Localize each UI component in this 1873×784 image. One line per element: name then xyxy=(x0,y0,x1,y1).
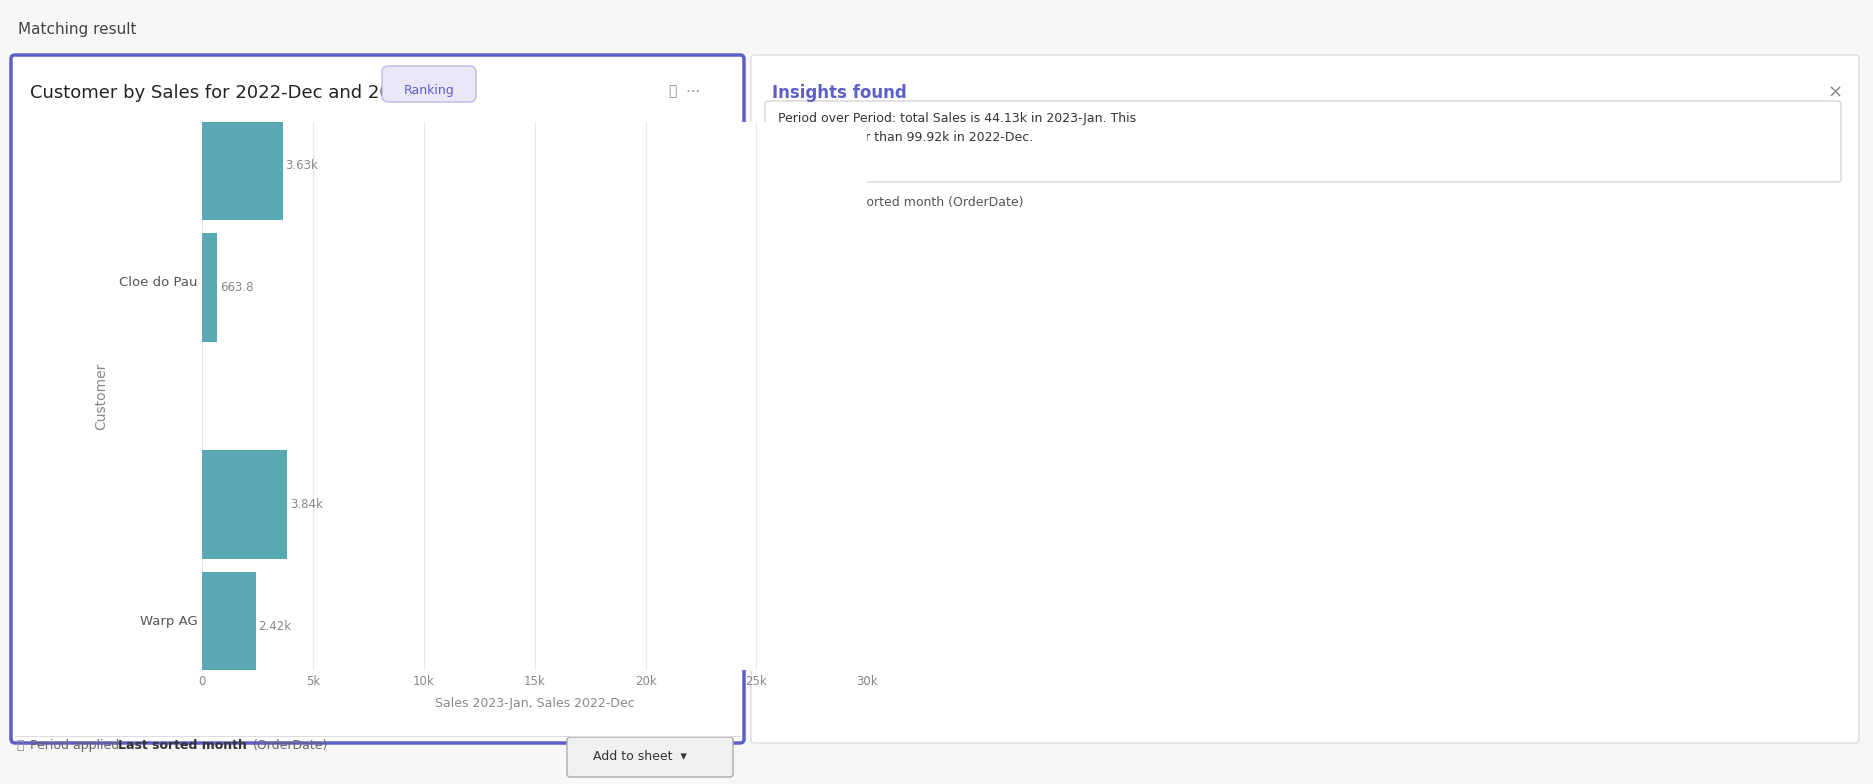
Text: 2.42k: 2.42k xyxy=(258,620,292,633)
Text: (OrderDate): (OrderDate) xyxy=(253,739,328,752)
Text: Last sorted month: Last sorted month xyxy=(118,739,247,752)
Bar xyxy=(202,450,287,558)
Text: Customer by Sales for 2022-Dec and 2023-Jan: Customer by Sales for 2022-Dec and 2023-… xyxy=(30,84,450,102)
Bar xyxy=(202,111,283,220)
Text: ⓘ: ⓘ xyxy=(17,739,24,752)
FancyBboxPatch shape xyxy=(568,737,732,777)
Text: Ranking: Ranking xyxy=(403,84,455,97)
Text: Period over Period: total Sales is 44.13k in 2023-Jan. This
is 55.8% lower than : Period over Period: total Sales is 44.13… xyxy=(777,112,1137,144)
Text: ⧂  ⋯: ⧂ ⋯ xyxy=(669,84,701,98)
Text: Add to sheet  ▾: Add to sheet ▾ xyxy=(594,750,687,763)
Text: 663.8: 663.8 xyxy=(219,281,253,294)
FancyBboxPatch shape xyxy=(751,55,1860,743)
FancyBboxPatch shape xyxy=(764,101,1841,182)
FancyBboxPatch shape xyxy=(11,55,744,743)
Text: 3.84k: 3.84k xyxy=(290,498,322,511)
Bar xyxy=(202,234,217,342)
Text: 3.63k: 3.63k xyxy=(285,159,318,172)
Text: ×: × xyxy=(1828,84,1843,102)
Text: Period applied:: Period applied: xyxy=(30,739,131,752)
Text: >Period: Last sorted month (OrderDate): >Period: Last sorted month (OrderDate) xyxy=(772,196,1023,209)
Y-axis label: Customer: Customer xyxy=(94,362,109,430)
Text: Matching result: Matching result xyxy=(19,22,137,37)
FancyBboxPatch shape xyxy=(382,66,476,102)
Text: Insights found: Insights found xyxy=(772,84,907,102)
X-axis label: Sales 2023-Jan, Sales 2022-Dec: Sales 2023-Jan, Sales 2022-Dec xyxy=(435,696,635,710)
Bar xyxy=(202,572,257,681)
